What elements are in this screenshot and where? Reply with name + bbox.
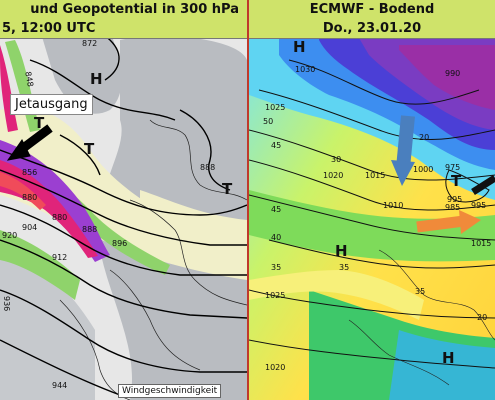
low-pressure-label-right: T (451, 172, 462, 190)
temperature-label: 30 (331, 155, 341, 164)
surface-pressure-map: H H H T 1030 990 1025 1000 1020 1015 101… (249, 0, 495, 400)
contour-label: 912 (52, 253, 67, 262)
temperature-label: 45 (271, 141, 281, 150)
isobar-label: 1030 (295, 65, 315, 74)
contour-label: 888 (200, 163, 215, 172)
isobar-label: 1020 (323, 171, 343, 180)
low-pressure-label-left-2: T (34, 114, 45, 132)
isobar-label: 1000 (413, 165, 433, 174)
map-legend-label: Windgeschwindigkeit (118, 384, 222, 398)
right-map-panel: H H H T 1030 990 1025 1000 1020 1015 101… (249, 0, 495, 400)
right-panel-subtitle: Do., 23.01.20 (249, 19, 495, 39)
temperature-label: 20 (419, 133, 429, 142)
contour-label: 936 (2, 296, 11, 311)
contour-label: 872 (82, 39, 97, 48)
temperature-label: 40 (271, 233, 281, 242)
isobar-label: 990 (445, 69, 460, 78)
temperature-label: 35 (271, 263, 281, 272)
high-pressure-label-right-2: H (335, 242, 348, 260)
temperature-label: 50 (263, 117, 273, 126)
isobar-label: 1015 (365, 171, 385, 180)
jet-exit-annotation: Jetausgang (10, 94, 93, 115)
high-pressure-label-left: H (90, 70, 103, 88)
temperature-label: 35 (415, 287, 425, 296)
temperature-label: 20 (477, 313, 487, 322)
isobar-label: 1025 (265, 103, 285, 112)
low-pressure-label-left-1: T (84, 140, 95, 158)
isobar-label: 975 (445, 163, 460, 172)
contour-label: 904 (22, 223, 37, 232)
left-panel-subtitle: 5, 12:00 UTC (0, 19, 247, 39)
isobar-label: 1025 (265, 291, 285, 300)
isobar-label: 995 (447, 195, 462, 204)
low-pressure-label-left-3: T (222, 180, 233, 198)
right-panel-title: ECMWF - Bodend (249, 0, 495, 19)
isobar-label: 1010 (383, 201, 403, 210)
isobar-label: 985 (445, 203, 460, 212)
contour-label: 856 (22, 168, 37, 177)
jetstream-map: H T T T 872 848 856 880 880 888 888 896 … (0, 0, 247, 400)
temperature-label: 35 (339, 263, 349, 272)
contour-label: 848 (23, 71, 35, 88)
contour-label: 944 (52, 381, 67, 390)
high-pressure-label-right-1: H (293, 38, 306, 56)
left-panel-title: und Geopotential in 300 hPa (0, 0, 247, 19)
panel-divider (247, 0, 249, 400)
high-pressure-label-right-3: H (442, 349, 455, 367)
temperature-label: 45 (271, 205, 281, 214)
contour-label: 880 (52, 213, 67, 222)
contour-label: 880 (22, 193, 37, 202)
contour-label: 920 (2, 231, 17, 240)
isobar-label: 1015 (471, 239, 491, 248)
left-map-panel: H T T T 872 848 856 880 880 888 888 896 … (0, 0, 247, 400)
contour-label: 896 (112, 239, 127, 248)
isobar-label: 1020 (265, 363, 285, 372)
isobar-label: 995 (471, 201, 486, 210)
contour-label: 888 (82, 225, 97, 234)
